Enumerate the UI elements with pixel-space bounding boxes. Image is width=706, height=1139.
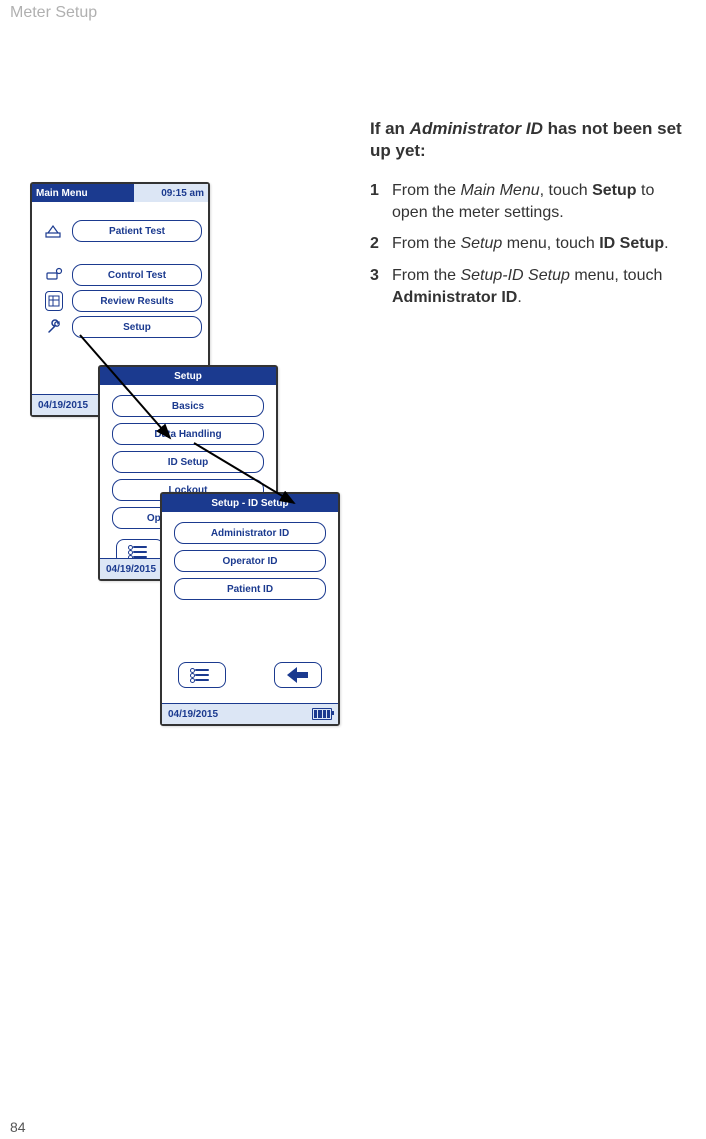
step-text: From the [392,235,460,252]
patient-id-button[interactable]: Patient ID [174,578,326,600]
step-text: From the [392,267,460,284]
step-number: 1 [370,180,392,223]
intro-prefix: If an [370,119,410,138]
step-text: , touch [540,182,592,199]
step-text: menu, touch [570,267,663,284]
instruction-step: 2From the Setup menu, touch ID Setup. [370,233,690,255]
battery-icon [312,708,332,720]
main-date: 04/19/2015 [38,400,88,411]
step-text: . [664,235,668,252]
setup-title: Setup [174,371,202,382]
instructions-block: If an Administrator ID has not been set … [370,118,690,318]
page-number: 84 [10,1119,26,1135]
step-text: menu, touch [502,235,599,252]
list-icon [195,669,209,681]
review-results-label: Review Results [100,296,173,307]
device-id-setup: Setup - ID Setup Administrator ID Operat… [160,492,340,726]
control-test-icon [45,266,63,284]
instruction-step: 1From the Main Menu, touch Setup to open… [370,180,690,223]
setup-label: Setup [123,322,151,333]
administrator-id-label: Administrator ID [211,528,289,539]
control-test-label: Control Test [108,270,166,281]
step-text: From the [392,182,460,199]
intro-italic: Administrator ID [410,119,543,138]
idsetup-list-button[interactable] [178,662,226,688]
idsetup-footer: 04/19/2015 [162,703,338,724]
administrator-id-button[interactable]: Administrator ID [174,522,326,544]
data-handling-label: Data Handling [154,429,221,440]
step-text: ID Setup [599,235,664,252]
step-body: From the Setup menu, touch ID Setup. [392,233,669,255]
step-text: Administrator ID [392,289,517,306]
step-number: 2 [370,233,392,255]
setup-icon [45,318,63,336]
patient-test-icon [45,222,63,240]
step-text: Setup [592,182,636,199]
review-results-button[interactable]: Review Results [72,290,202,312]
intro-heading: If an Administrator ID has not been set … [370,118,690,162]
id-setup-label: ID Setup [168,457,209,468]
main-title: Main Menu [36,188,88,199]
main-titlebar: Main Menu 09:15 am [32,184,208,202]
patient-test-button[interactable]: Patient Test [72,220,202,242]
basics-button[interactable]: Basics [112,395,264,417]
step-number: 3 [370,265,392,308]
step-body: From the Setup-ID Setup menu, touch Admi… [392,265,690,308]
step-text: Setup-ID Setup [460,267,569,284]
step-body: From the Main Menu, touch Setup to open … [392,180,690,223]
setup-titlebar: Setup [100,367,276,385]
setup-date: 04/19/2015 [106,564,156,575]
step-text: Setup [460,235,502,252]
step-text: . [517,289,521,306]
list-icon [133,546,147,558]
back-button[interactable] [274,662,322,688]
control-test-button[interactable]: Control Test [72,264,202,286]
data-handling-button[interactable]: Data Handling [112,423,264,445]
idsetup-date: 04/19/2015 [168,709,218,720]
basics-label: Basics [172,401,204,412]
operator-id-button[interactable]: Operator ID [174,550,326,572]
instruction-step: 3From the Setup-ID Setup menu, touch Adm… [370,265,690,308]
operator-id-label: Operator ID [222,556,277,567]
steps-list: 1From the Main Menu, touch Setup to open… [370,180,690,308]
patient-id-label: Patient ID [227,584,273,595]
step-text: Main Menu [460,182,539,199]
review-results-icon [45,292,63,310]
back-arrow-icon [287,667,309,683]
page-header: Meter Setup [10,4,97,22]
id-setup-button[interactable]: ID Setup [112,451,264,473]
idsetup-titlebar: Setup - ID Setup [162,494,338,512]
main-clock: 09:15 am [161,188,204,199]
patient-test-label: Patient Test [109,226,165,237]
idsetup-title: Setup - ID Setup [211,498,288,509]
setup-button[interactable]: Setup [72,316,202,338]
